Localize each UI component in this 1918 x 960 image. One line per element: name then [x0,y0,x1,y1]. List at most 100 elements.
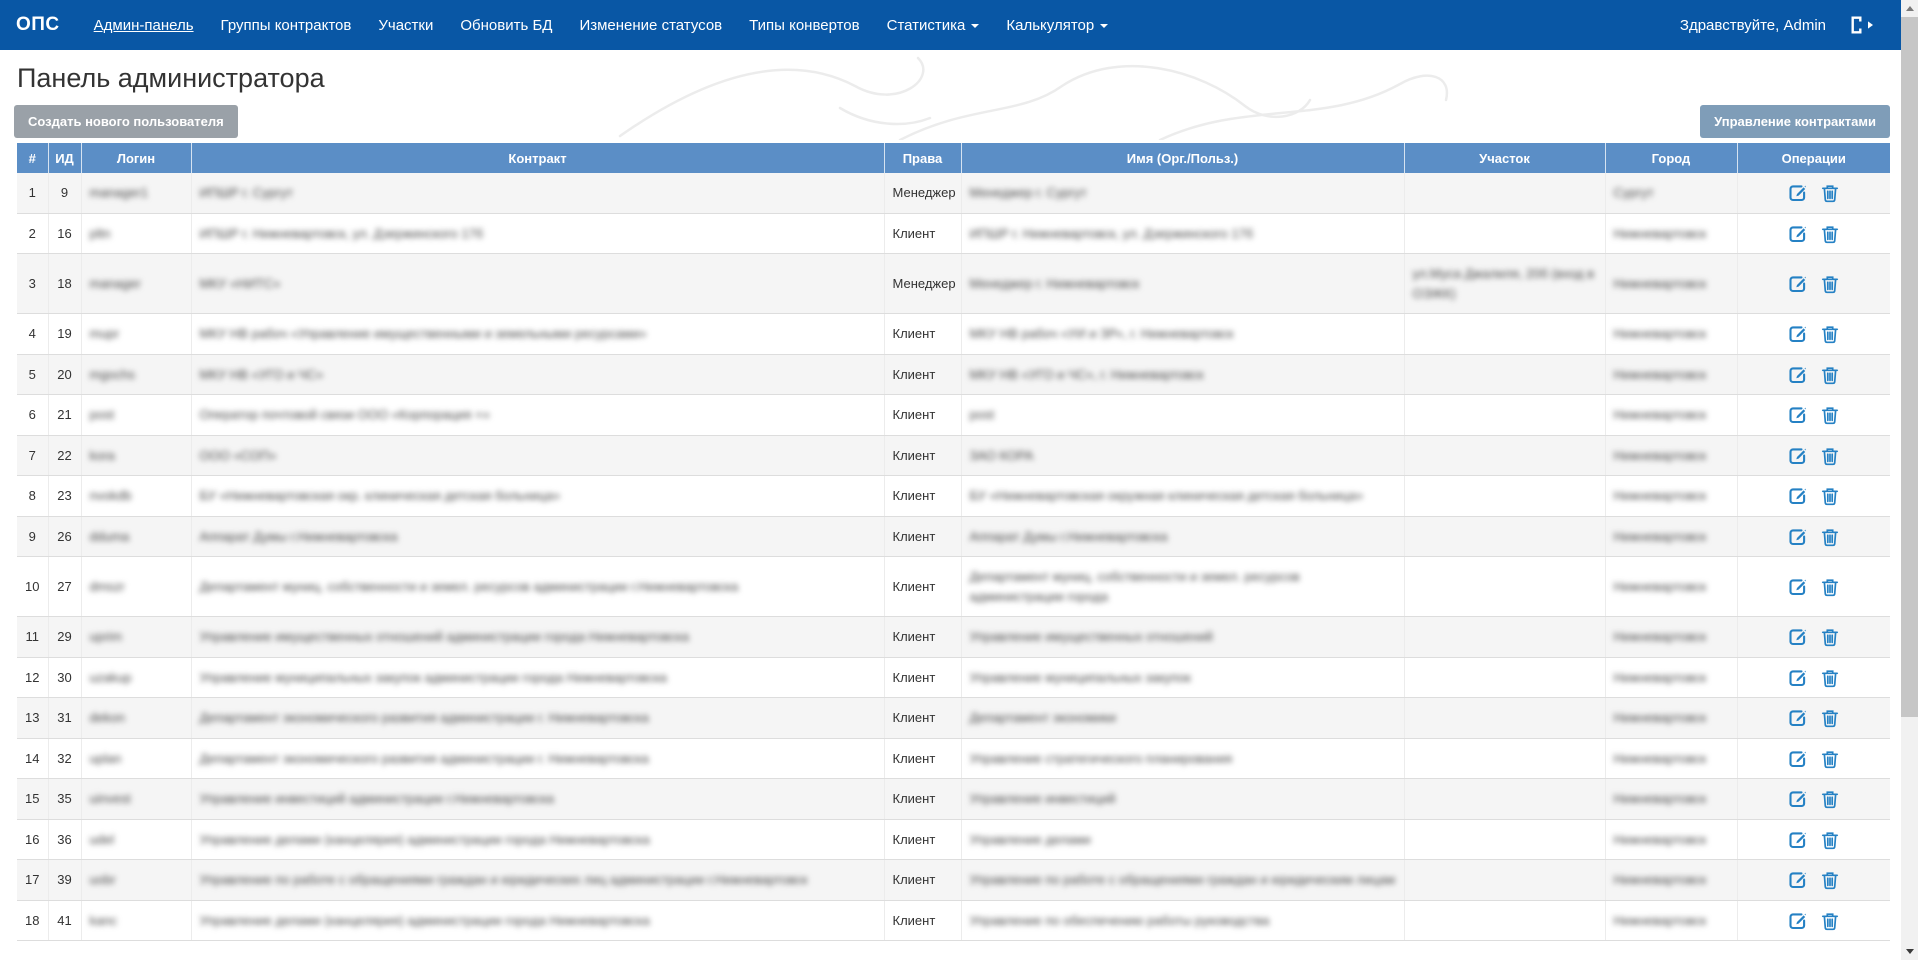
trash-icon[interactable] [1820,405,1840,425]
cell-name: Управление имущественных отношений [961,616,1405,658]
cell-contract: Управление делами (канцелярия) администр… [191,900,885,941]
cell-contract-blurred-text: БУ «Нижневартовская окр. клиническая дет… [199,488,561,503]
trash-icon[interactable] [1820,365,1840,385]
nav-item-5[interactable]: Изменение статусов [579,16,723,34]
edit-icon[interactable] [1788,789,1808,809]
nav-item-7[interactable]: Статистика [887,17,980,34]
edit-icon[interactable] [1788,627,1808,647]
nav-item-4[interactable]: Обновить БД [460,16,553,34]
cell-role: Клиент [884,394,962,436]
trash-icon[interactable] [1820,749,1840,769]
cell-contract-blurred-text: Департамент экономического развития адми… [199,710,649,725]
cell-city: Нижневартовск [1605,900,1738,941]
trash-icon[interactable] [1820,668,1840,688]
cell-id: 18 [48,253,82,314]
edit-icon[interactable] [1788,911,1808,931]
trash-icon[interactable] [1820,446,1840,466]
create-user-button[interactable]: Создать нового пользователя [14,105,238,138]
edit-icon[interactable] [1788,577,1808,597]
edit-icon[interactable] [1788,274,1808,294]
nav-item-1[interactable]: Админ-панель [93,16,194,34]
cell-name: Аппарат Думы г.Нижневартовска [961,516,1405,557]
trash-icon[interactable] [1820,274,1840,294]
trash-icon[interactable] [1820,486,1840,506]
edit-icon[interactable] [1788,830,1808,850]
cell-city-blurred-text: Нижневартовск [1613,669,1707,685]
edit-icon[interactable] [1788,486,1808,506]
trash-icon[interactable] [1820,527,1840,547]
edit-icon[interactable] [1788,870,1808,890]
vertical-scrollbar [1901,0,1918,960]
cell-role: Клиент [884,616,962,658]
scrollbar-thumb[interactable] [1901,17,1918,717]
cell-contract: МКУ НВ «УГО и ЧС» [191,354,885,395]
cell-id: 32 [48,738,82,779]
cell-operations [1737,900,1890,941]
page-title: Панель администратора [17,63,325,93]
cell-city-blurred-text: Сургут [1613,185,1654,200]
cell-id: 23 [48,475,82,517]
cell-name: Департамент муниц. собственности и земел… [961,556,1405,617]
edit-icon[interactable] [1788,446,1808,466]
cell-city-blurred-text: Нижневартовск [1613,831,1707,847]
sign-out-icon[interactable] [1848,12,1874,38]
cell-city: Нижневартовск [1605,354,1738,395]
cell-contract: БУ «Нижневартовская окр. клиническая дет… [191,475,885,517]
cell-operations [1737,475,1890,517]
cell-operations [1737,616,1890,658]
nav-item-2[interactable]: Группы контрактов [220,16,352,34]
cell-city-blurred-text: Нижневартовск [1613,225,1707,241]
trash-icon[interactable] [1820,224,1840,244]
cell-city: Нижневартовск [1605,516,1738,557]
table-row: 1 9 manager1 ИПШР г. Сургут Менеджер Менеджер… [17,173,1890,214]
cell-name-blurred-text: Департамент муниц. собственности и земел… [969,569,1300,604]
nav-item-8[interactable]: Калькулятор [1006,17,1109,34]
trash-icon[interactable] [1820,911,1840,931]
cell-operations [1737,738,1890,779]
trash-icon[interactable] [1820,708,1840,728]
cell-city-blurred-text: Нижневартовск [1613,912,1707,928]
edit-icon[interactable] [1788,365,1808,385]
nav-items: Админ-панель Группы контрактов Участки Обно… [94,17,1136,34]
scroll-up-button[interactable] [1901,0,1918,17]
edit-icon[interactable] [1788,224,1808,244]
top-navbar: ОПС Админ-панель Группы контрактов Участки… [0,0,1918,50]
cell-name: Менеджер г. Нижневартовск [961,253,1405,314]
trash-icon[interactable] [1820,789,1840,809]
cell-login-blurred-text: uplan [89,750,122,766]
edit-icon[interactable] [1788,708,1808,728]
edit-icon[interactable] [1788,183,1808,203]
edit-icon[interactable] [1788,324,1808,344]
edit-icon[interactable] [1788,668,1808,688]
trash-icon[interactable] [1820,183,1840,203]
cell-role: Клиент [884,313,962,355]
edit-icon[interactable] [1788,527,1808,547]
cell-name: Управление муниципальных закупок [961,657,1405,698]
nav-item-6[interactable]: Типы конвертов [749,16,860,34]
cell-district [1404,173,1606,214]
scroll-down-button[interactable] [1901,943,1918,960]
cell-contract-blurred-text: Управление имущественных отношений админ… [199,629,689,644]
cell-role: Клиент [884,657,962,698]
table-header: # ИД Логин Контракт Права Имя (Орг./Польз.) Уч… [17,143,1890,173]
manage-contracts-button[interactable]: Управление контрактами [1700,105,1890,138]
trash-icon[interactable] [1820,577,1840,597]
cell-contract: Департамент экономического развития адми… [191,697,885,739]
table-row: 12 30 uzakup Управление муниципальных закуп… [17,657,1890,698]
edit-icon[interactable] [1788,405,1808,425]
trash-icon[interactable] [1820,324,1840,344]
cell-login-blurred-text: uinvest [89,791,131,806]
cell-contract: Управление имущественных отношений админ… [191,616,885,658]
nav-item-3[interactable]: Участки [378,16,434,34]
cell-district: ул.Муса Джалиля, 20б (вход в ОЭЖК) [1404,253,1606,314]
cell-operations [1737,213,1890,254]
cell-city: Нижневартовск [1605,435,1738,476]
cell-district [1404,354,1606,395]
trash-icon[interactable] [1820,830,1840,850]
trash-icon[interactable] [1820,870,1840,890]
edit-icon[interactable] [1788,749,1808,769]
brand-link[interactable]: ОПС [16,14,60,35]
cell-name: МКУ НВ рабоч «УИ и ЗР», г. Нижневартовск [961,313,1405,355]
trash-icon[interactable] [1820,627,1840,647]
table-row: 18 41 kanc Управление делами (канцелярия) а… [17,900,1890,941]
